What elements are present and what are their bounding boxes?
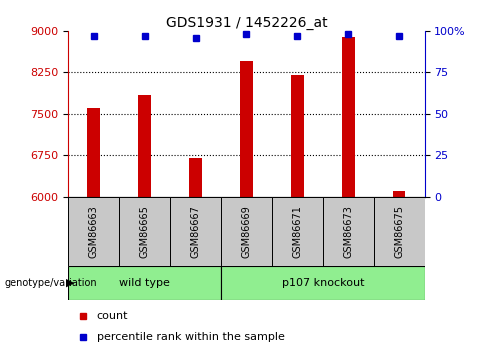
Text: GSM86663: GSM86663: [89, 205, 99, 257]
Title: GDS1931 / 1452226_at: GDS1931 / 1452226_at: [165, 16, 327, 30]
Text: GSM86675: GSM86675: [394, 205, 404, 258]
Bar: [119, 197, 170, 266]
Bar: [87, 108, 100, 197]
Bar: [342, 37, 355, 197]
Bar: [393, 191, 406, 197]
Bar: [68, 197, 119, 266]
Text: genotype/variation: genotype/variation: [5, 278, 98, 288]
Bar: [221, 197, 272, 266]
Bar: [170, 197, 221, 266]
Text: GSM86665: GSM86665: [140, 205, 150, 258]
Text: percentile rank within the sample: percentile rank within the sample: [97, 332, 285, 342]
Bar: [291, 75, 304, 197]
Text: GSM86669: GSM86669: [242, 205, 251, 257]
Text: GSM86673: GSM86673: [343, 205, 353, 258]
Text: p107 knockout: p107 knockout: [282, 278, 364, 288]
Text: GSM86667: GSM86667: [190, 205, 201, 258]
Text: wild type: wild type: [119, 278, 170, 288]
Bar: [189, 158, 202, 197]
Text: count: count: [97, 311, 128, 321]
Bar: [240, 61, 253, 197]
Bar: [221, 266, 425, 300]
Text: GSM86671: GSM86671: [292, 205, 303, 258]
Text: ▶: ▶: [66, 278, 74, 288]
Bar: [323, 197, 374, 266]
Bar: [272, 197, 323, 266]
Bar: [68, 266, 221, 300]
Bar: [138, 95, 151, 197]
Bar: [374, 197, 425, 266]
